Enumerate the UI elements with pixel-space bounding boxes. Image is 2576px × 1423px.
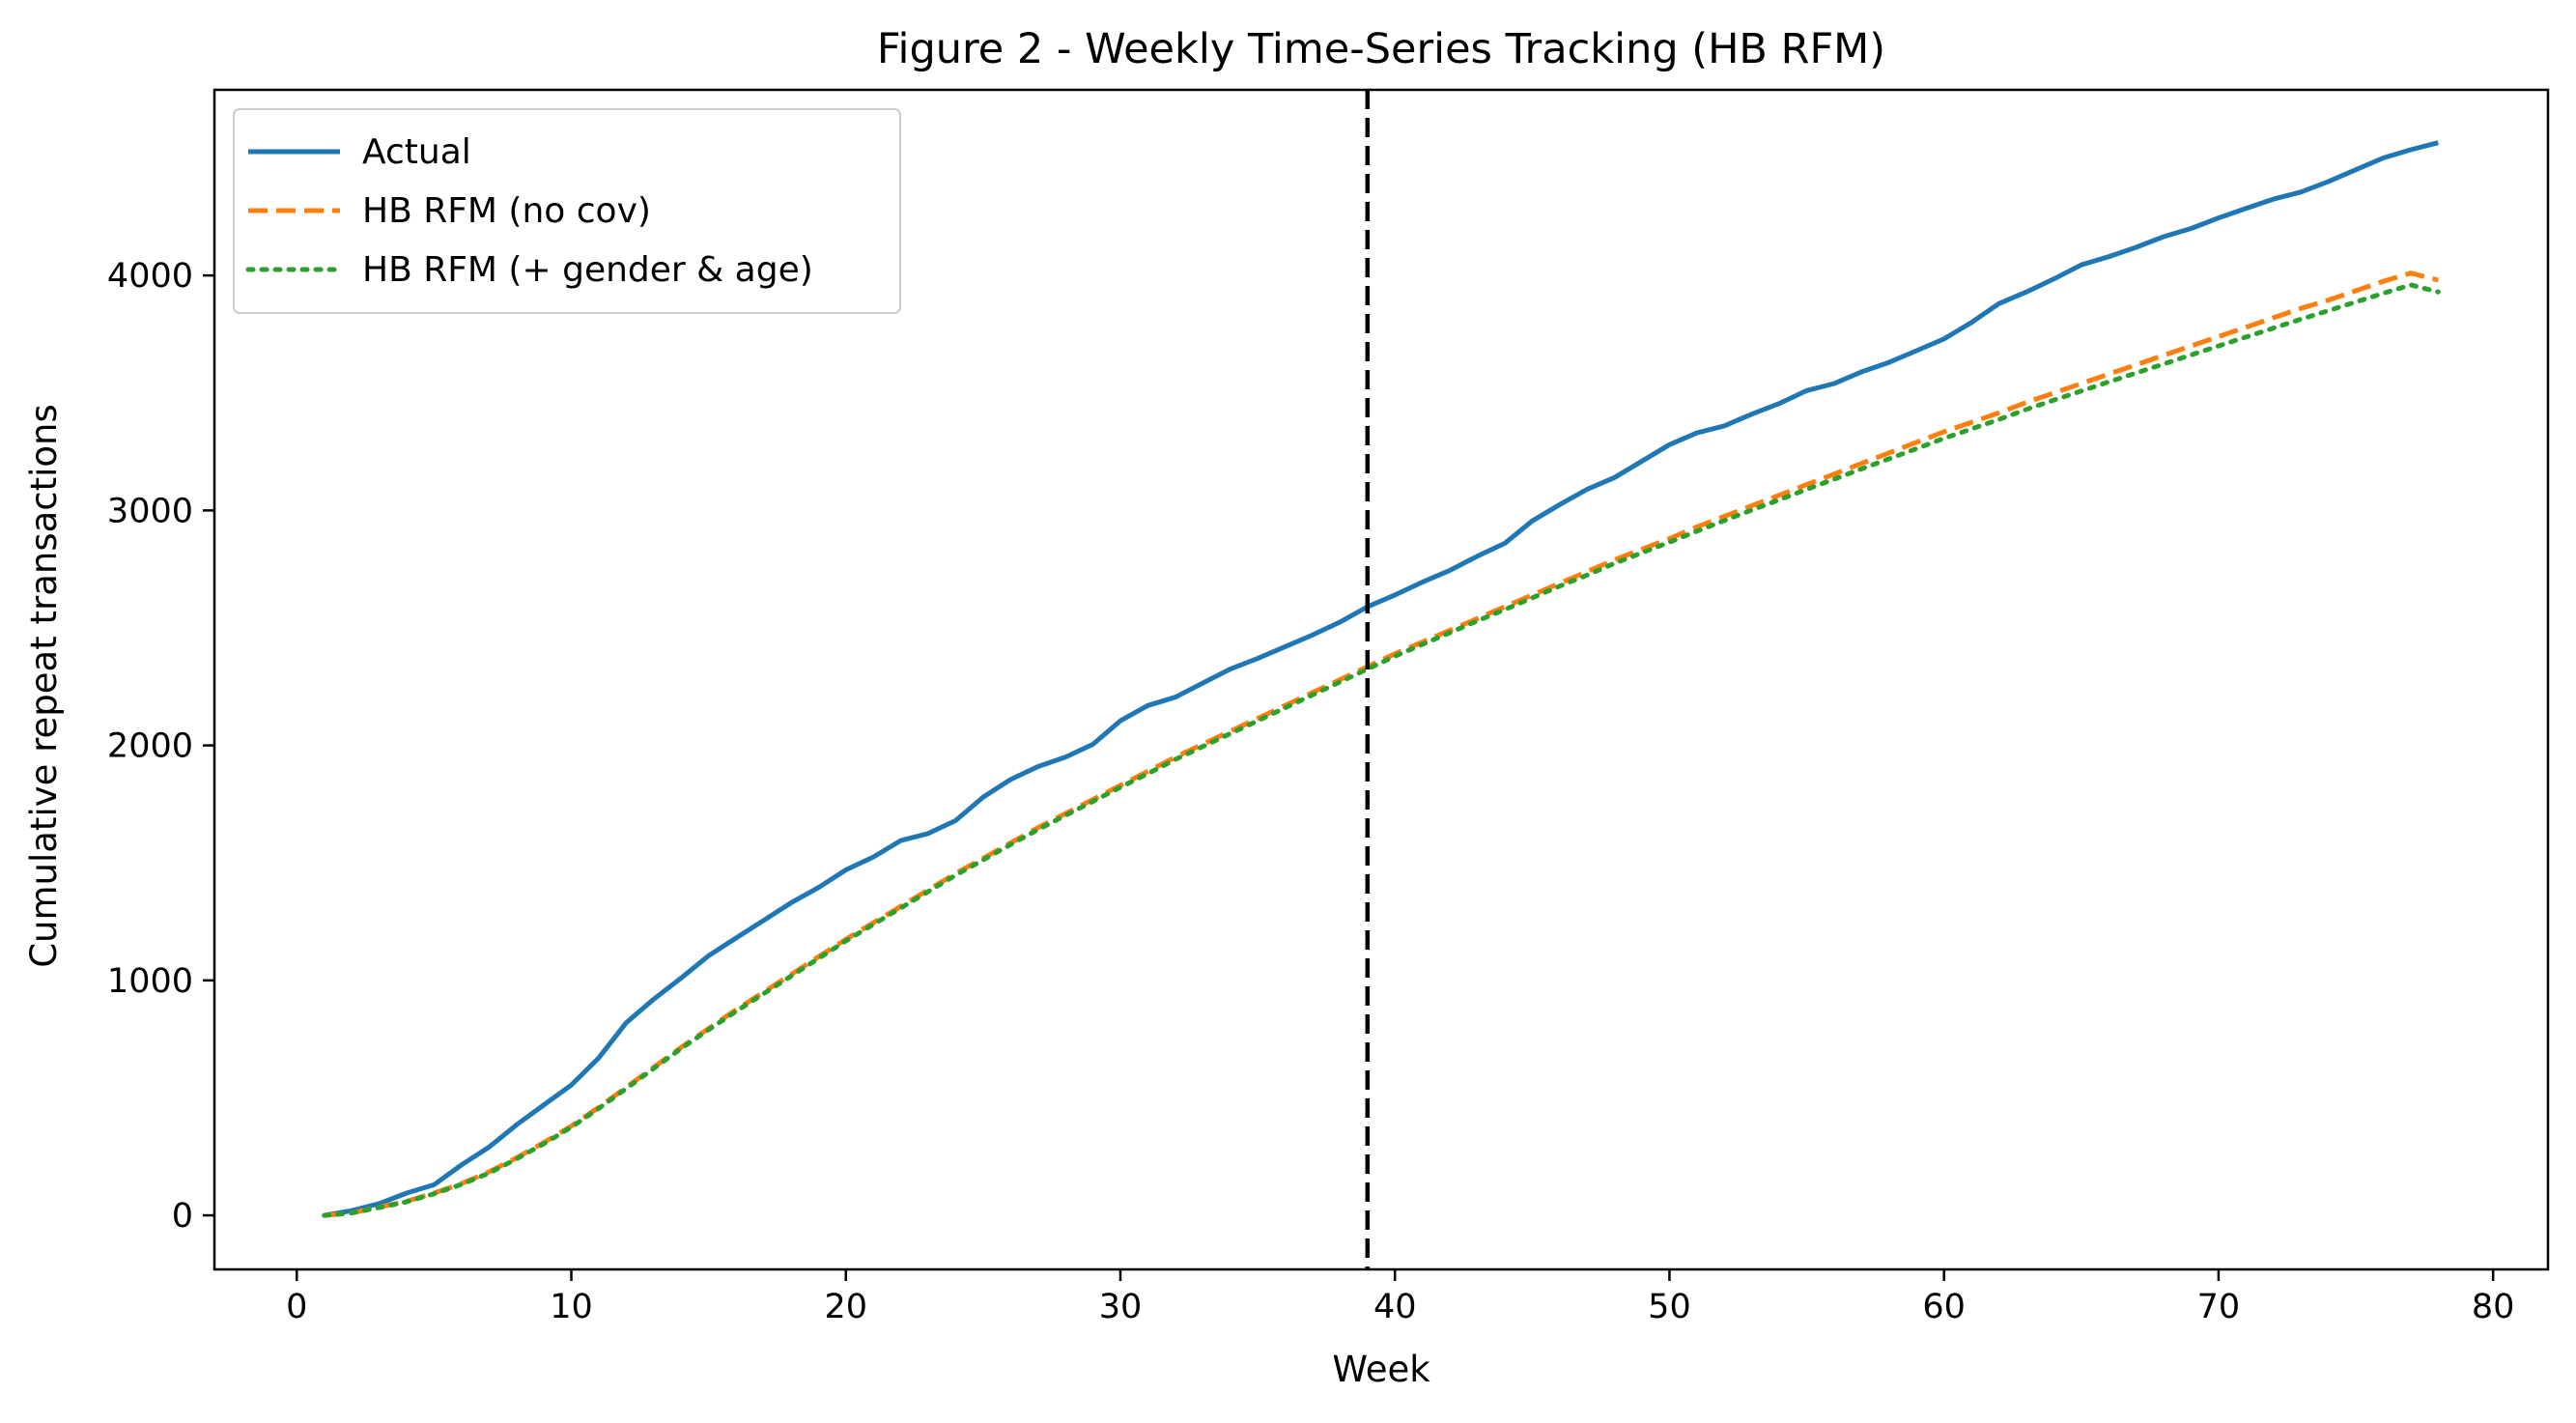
x-axis-label: Week — [1332, 1349, 1430, 1390]
y-tick-label: 4000 — [107, 257, 193, 296]
series-line-3 — [322, 282, 2441, 1218]
y-tick-label: 0 — [172, 1197, 193, 1236]
x-tick-label: 20 — [824, 1288, 867, 1326]
legend-label-1: Actual — [362, 132, 471, 172]
x-tick-label: 30 — [1099, 1288, 1143, 1326]
y-axis-label: Cumulative repeat transactions — [23, 404, 65, 968]
series-line-1 — [324, 140, 2439, 1218]
legend-label-2: HB RFM (no cov) — [362, 191, 651, 231]
legend-box — [233, 108, 901, 314]
chart-title: Figure 2 - Weekly Time-Series Tracking (… — [877, 25, 1885, 73]
plot-frame — [212, 88, 2550, 1271]
x-tick-label: 80 — [2472, 1288, 2515, 1326]
y-tick-label: 2000 — [107, 727, 193, 766]
y-tick-label: 1000 — [107, 962, 193, 1001]
x-tick-label: 10 — [550, 1288, 593, 1326]
series-line-2 — [324, 270, 2439, 1218]
x-tick-label: 50 — [1648, 1288, 1691, 1326]
legend: Actual HB RFM (no cov) HB RFM (+ gender & … — [233, 108, 901, 314]
x-tick-label: 60 — [1922, 1288, 1966, 1326]
y-tick-label: 3000 — [107, 492, 193, 530]
ticks-layer: 0 10 20 30 40 50 60 70 80 0 1000 2000 3000 4000 — [107, 257, 2515, 1326]
series-layer — [322, 90, 2441, 1269]
legend-label-3: HB RFM (+ gender & age) — [362, 250, 813, 290]
x-tick-label: 40 — [1373, 1288, 1417, 1326]
x-tick-label: 70 — [2197, 1288, 2241, 1326]
x-tick-label: 0 — [286, 1288, 307, 1326]
